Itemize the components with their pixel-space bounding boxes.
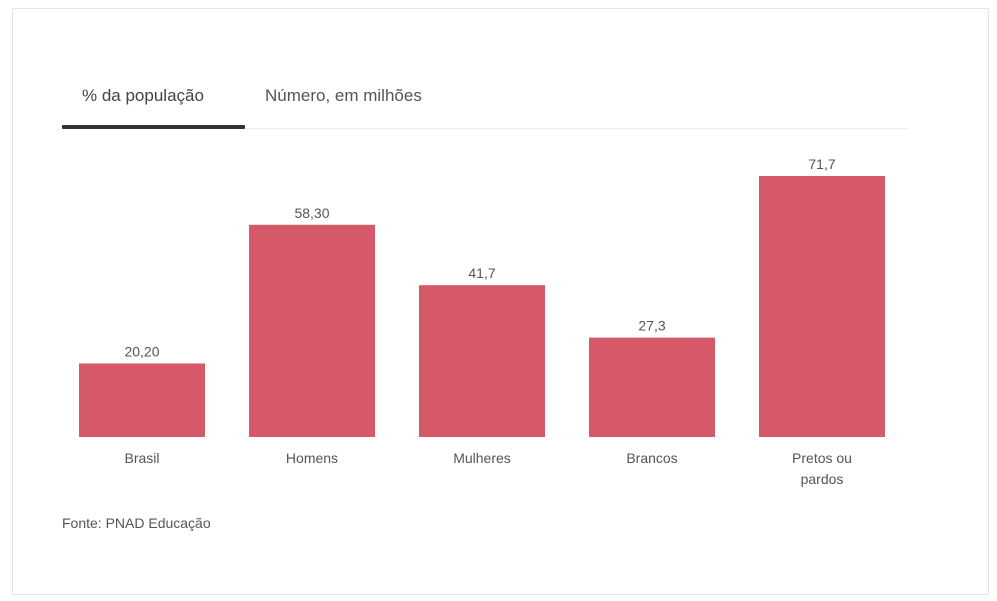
- category-label-brasil: Brasil: [124, 450, 159, 466]
- value-label-mulheres: 41,7: [468, 265, 495, 281]
- category-label-pretos-ou-pardos: Pretos ou pardos: [792, 450, 852, 487]
- bar-homens: [249, 224, 375, 437]
- tab-divider: [62, 128, 908, 129]
- category-label-brancos: Brancos: [626, 450, 677, 466]
- tab-percent-population[interactable]: % da população: [82, 86, 204, 105]
- value-label-homens: 58,30: [294, 205, 329, 221]
- source-note: Fonte: PNAD Educação: [62, 515, 211, 531]
- bar-mulheres: [419, 285, 545, 437]
- category-label-mulheres: Mulheres: [453, 450, 511, 466]
- value-label-brancos: 27,3: [638, 318, 665, 334]
- category-label-homens: Homens: [286, 450, 338, 466]
- bar-brancos: [589, 337, 715, 437]
- active-tab-indicator: [62, 125, 245, 129]
- bar-brasil: [79, 363, 205, 437]
- tab-number-millions[interactable]: Número, em milhões: [265, 86, 422, 105]
- value-label-brasil: 20,20: [124, 343, 159, 359]
- bar-pretos-ou-pardos: [759, 176, 885, 437]
- tab-bar: % da população Número, em milhões: [62, 78, 908, 129]
- value-label-pretos-ou-pardos: 71,7: [808, 156, 835, 172]
